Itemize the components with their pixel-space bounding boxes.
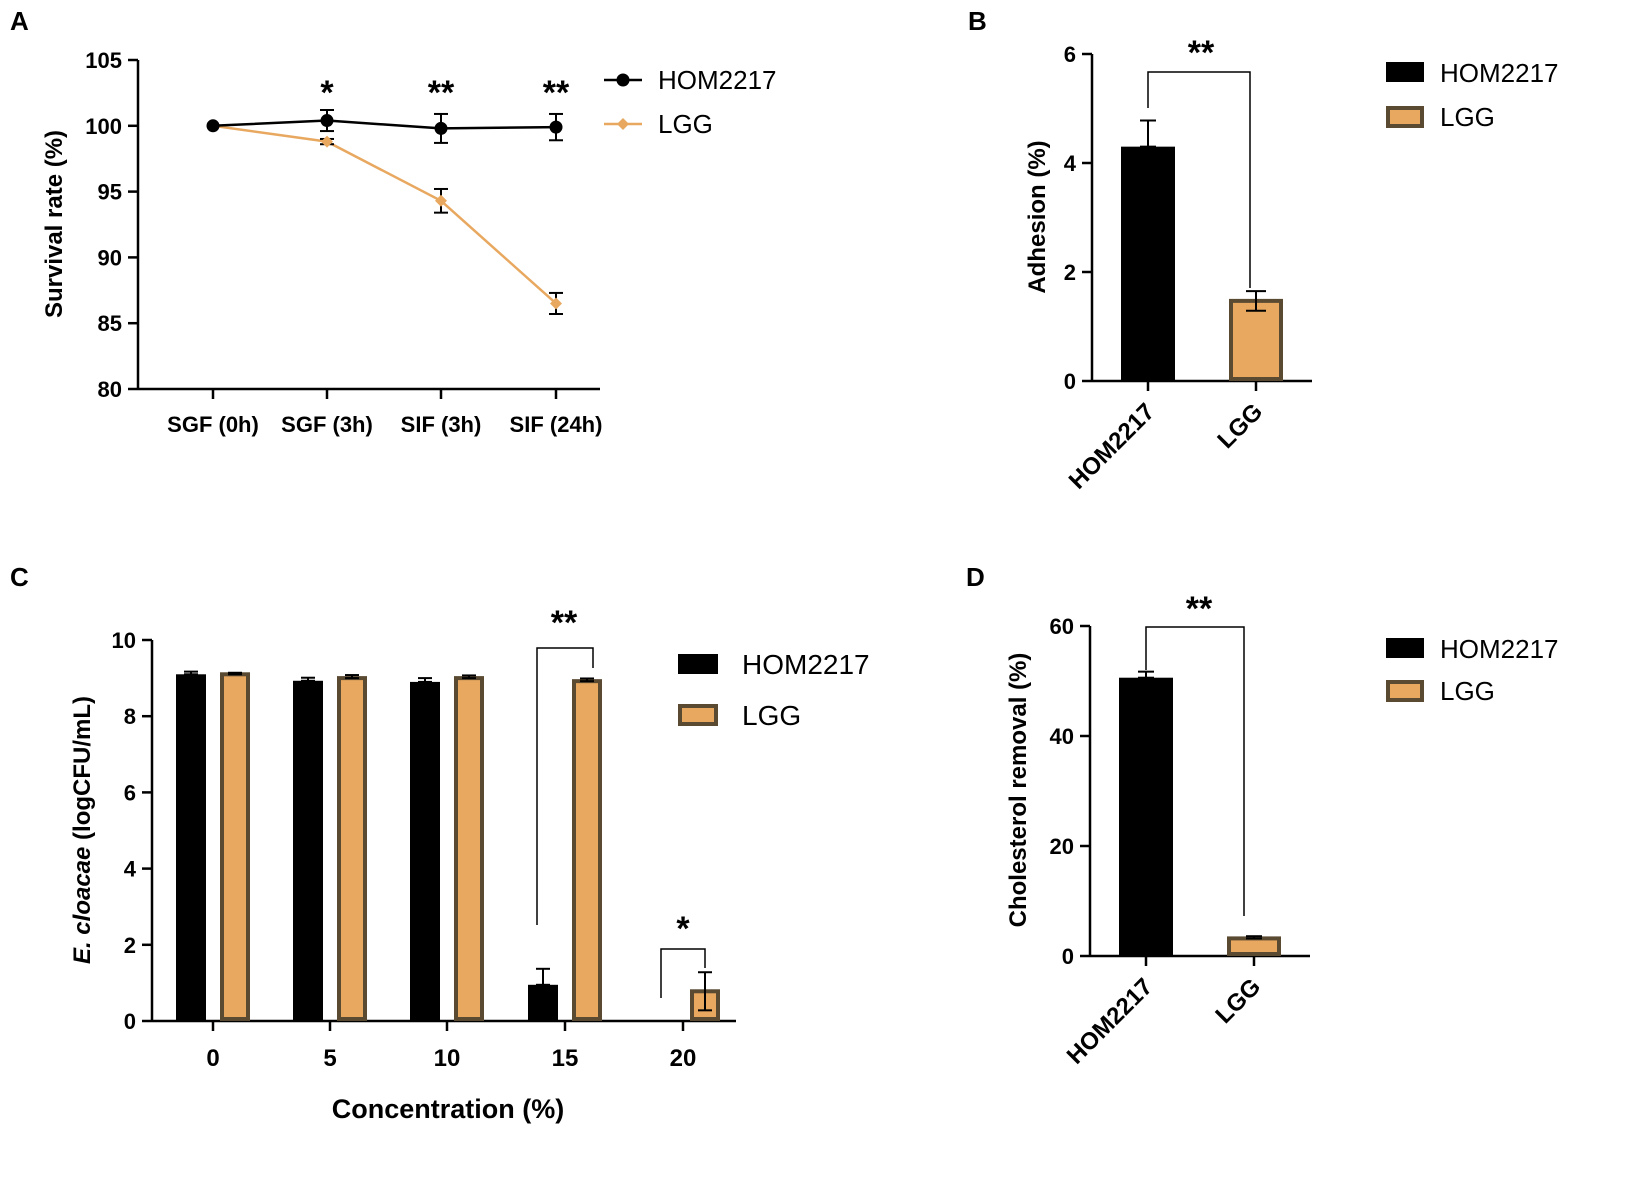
panel-a-significance-3: **	[543, 74, 570, 112]
panel-c-y-axis-title-rest: (logCFU/mL)	[69, 696, 96, 847]
panel-a-x-tick-label-0: SGF (0h)	[167, 412, 259, 437]
panel-d-legend-hom2217-label: HOM2217	[1440, 634, 1559, 664]
panel-a-x-tick-label-1: SGF (3h)	[281, 412, 373, 437]
panel-a-lgg-point-1	[321, 135, 333, 148]
panel-b-legend-lgg-label: LGG	[1440, 102, 1495, 132]
panel-c-bar-hom2217-3	[528, 984, 558, 1021]
panel-a-hom2217-point-1	[320, 114, 334, 128]
panel-d-legend-lgg-swatch	[1386, 680, 1424, 702]
panel-b-legend-lgg-swatch	[1386, 106, 1424, 128]
panel-c-bar-lgg-2	[454, 676, 484, 1021]
panel-a-significance-1: *	[320, 74, 334, 112]
panel-d-y-tick-label-2: 40	[1050, 724, 1074, 749]
panel-a-legend-lgg-label: LGG	[658, 109, 713, 139]
panel-a-x-tick-label-2: SIF (3h)	[401, 412, 482, 437]
panel-a-legend-lgg-marker	[617, 118, 629, 130]
panel-b-x-tick-label-0: HOM2217	[1064, 398, 1160, 494]
panel-d-bar-hom2217	[1119, 677, 1173, 956]
panel-c-legend-hom2217-swatch	[678, 654, 718, 674]
panel-c-y-tick-label-2: 4	[124, 857, 137, 882]
panel-b-y-tick-label-2: 4	[1064, 151, 1077, 176]
panel-a-y-tick-label-5: 105	[85, 48, 122, 73]
panel-a-y-tick-label-3: 95	[98, 180, 122, 205]
panel-b-y-tick-label-3: 6	[1064, 42, 1076, 67]
panel-a-lgg-point-2	[435, 194, 447, 207]
panel-d-y-tick-label-1: 20	[1050, 834, 1074, 859]
panel-a-y-tick-label-1: 85	[98, 311, 122, 336]
panel-b-significance-bracket	[1147, 71, 1251, 288]
panel-c-bar-lgg-1	[337, 676, 367, 1021]
panel-c-y-axis-title-italic: E. cloacae	[69, 847, 96, 964]
panel-b-y-tick-label-0: 0	[1064, 369, 1076, 394]
panel-b-y-axis-title: Adhesion (%)	[1024, 140, 1051, 293]
panel-c-y-tick-label-0: 0	[124, 1009, 136, 1034]
panel-a-hom2217-point-0	[206, 119, 220, 133]
panel-a-y-tick-label-2: 90	[98, 245, 122, 270]
panel-a-y-tick-label-4: 100	[85, 114, 122, 139]
panel-c-y-tick-label-3: 6	[124, 780, 136, 805]
panel-letter-a: A	[10, 6, 29, 36]
panel-a-lgg-point-3	[550, 297, 562, 310]
panel-c-x-tick-label-1: 5	[323, 1045, 336, 1072]
panel-b-significance-label: **	[1188, 34, 1215, 72]
panel-b-bar-hom2217	[1121, 146, 1175, 381]
panel-c-bar-lgg-0	[220, 672, 250, 1021]
panel-c-legend-hom2217-label: HOM2217	[742, 649, 870, 680]
panel-a-series-hom2217-line	[212, 119, 557, 130]
panel-c-bar-hom2217-2	[410, 681, 440, 1021]
panel-b-x-tick-label-1: LGG	[1212, 398, 1268, 454]
panel-a-x-tick-label-3: SIF (24h)	[510, 412, 603, 437]
panel-c-y-tick-label-5: 10	[112, 628, 136, 653]
panel-a-hom2217-point-2	[434, 121, 448, 135]
panel-c-legend-lgg-label: LGG	[742, 700, 801, 731]
panel-b-legend-hom2217-label: HOM2217	[1440, 58, 1559, 88]
panel-c-bar-lgg-3	[572, 679, 602, 1021]
panel-c-significance-4: *	[676, 910, 690, 948]
panel-b-y-tick-label-1: 2	[1064, 260, 1076, 285]
panel-a-series-lgg-line	[212, 124, 557, 305]
panel-c-y-tick-label-1: 2	[124, 933, 136, 958]
panel-c-x-tick-label-4: 20	[670, 1045, 697, 1072]
panel-a-y-axis-title: Survival rate (%)	[41, 130, 68, 318]
panel-d-x-tick-label-1: LGG	[1210, 973, 1266, 1029]
panel-d-legend-lgg-label: LGG	[1440, 676, 1495, 706]
panel-a-hom2217-point-3	[549, 120, 563, 134]
panel-c-x-tick-label-2: 10	[434, 1045, 461, 1072]
panel-d-x-tick-label-0: HOM2217	[1062, 973, 1158, 1069]
panel-letter-b: B	[968, 6, 987, 36]
panel-c-x-axis-title: Concentration (%)	[332, 1094, 565, 1124]
panel-c-significance-bracket-4	[660, 948, 706, 998]
panel-d-y-axis-title: Cholesterol removal (%)	[1005, 653, 1032, 928]
panel-c-significance-3: **	[551, 604, 578, 642]
panel-b-legend-hom2217-swatch	[1386, 62, 1424, 82]
panel-a-significance-2: **	[428, 74, 455, 112]
panel-c-x-tick-label-3: 15	[552, 1045, 579, 1072]
panel-d-legend-hom2217-swatch	[1386, 638, 1424, 658]
panel-c-bar-hom2217-0	[176, 674, 206, 1021]
panel-c-y-tick-label-4: 8	[124, 704, 136, 729]
panel-letter-c: C	[10, 562, 29, 592]
panel-a-legend-hom2217-marker	[616, 73, 630, 87]
panel-c-significance-bracket-3	[536, 647, 594, 925]
panel-b-bar-lgg	[1229, 298, 1283, 382]
panel-d-y-tick-label-3: 60	[1050, 614, 1074, 639]
panel-c-y-axis-title: E. cloacae (logCFU/mL)	[69, 696, 96, 964]
panel-a-y-tick-label-0: 80	[98, 377, 122, 402]
panel-c-x-tick-label-0: 0	[206, 1045, 219, 1072]
panel-c-legend-lgg-swatch	[678, 704, 718, 726]
panel-letter-d: D	[966, 562, 985, 592]
panel-d-significance-label: **	[1186, 590, 1213, 628]
panel-d-significance-bracket	[1145, 626, 1245, 916]
panel-d-bar-lgg	[1227, 936, 1281, 957]
panel-d-y-tick-label-0: 0	[1062, 944, 1074, 969]
panel-a-legend-hom2217-label: HOM2217	[658, 65, 777, 95]
panel-c-bar-hom2217-1	[293, 680, 323, 1021]
